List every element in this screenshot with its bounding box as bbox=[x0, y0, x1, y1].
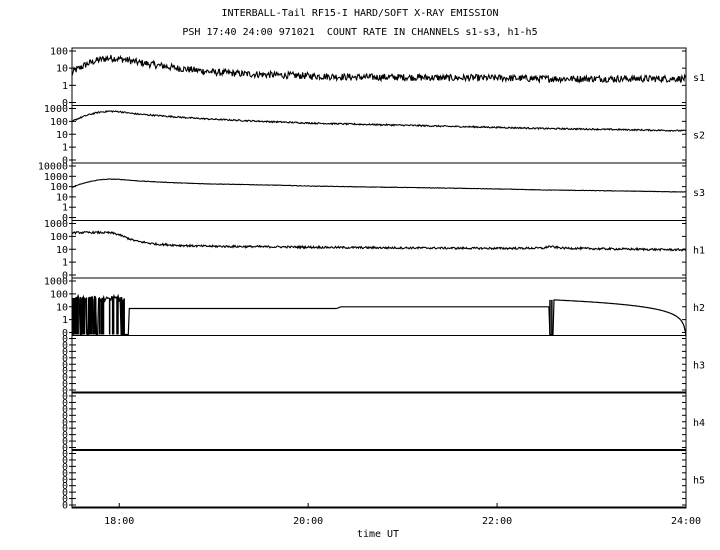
y-tick-label-h4: 0 bbox=[62, 437, 68, 448]
series-label-s3: s3 bbox=[693, 188, 705, 199]
x-axis-label: time UT bbox=[357, 529, 399, 540]
y-tick-label-h3: 0 bbox=[62, 353, 68, 364]
y-tick-label-h5: 0 bbox=[62, 481, 68, 492]
panel-frame-s2 bbox=[71, 105, 687, 164]
y-tick-label-h2: 100 bbox=[50, 289, 68, 300]
y-tick-label-h1: 0 bbox=[62, 271, 68, 282]
y-tick-label-s1: 10 bbox=[56, 64, 68, 75]
y-tick-label-h4: 0 bbox=[62, 424, 68, 435]
panels: 1001010s110001001010s21000010001001010s3… bbox=[38, 47, 705, 512]
y-tick-label-h4: 0 bbox=[62, 430, 68, 441]
series-line-h2 bbox=[72, 293, 687, 336]
y-tick-label-s3: 10000 bbox=[38, 162, 68, 173]
series-label-h2: h2 bbox=[693, 303, 705, 314]
series-line-s1 bbox=[71, 54, 687, 84]
y-tick-label-h5: 0 bbox=[62, 494, 68, 505]
y-tick-label-h5: 0 bbox=[62, 501, 68, 512]
x-tick-label: 22:00 bbox=[482, 516, 512, 527]
series-line-s2 bbox=[71, 109, 687, 133]
x-tick-label: 24:00 bbox=[671, 516, 701, 527]
y-tick-label-h4: 0 bbox=[62, 398, 68, 409]
y-tick-label-h5: 0 bbox=[62, 449, 68, 460]
y-tick-label-h3: 0 bbox=[62, 347, 68, 358]
y-tick-label-h2: 10 bbox=[56, 302, 68, 313]
y-tick-label-h1: 1000 bbox=[44, 219, 68, 230]
y-tick-label-h1: 10 bbox=[56, 245, 68, 256]
y-tick-label-s1: 100 bbox=[50, 47, 68, 58]
y-tick-label-s2: 0 bbox=[62, 156, 68, 167]
panel-frame-h5 bbox=[71, 450, 687, 509]
y-tick-label-h1: 100 bbox=[50, 232, 68, 243]
y-tick-label-s3: 100 bbox=[50, 182, 68, 193]
series-label-h5: h5 bbox=[693, 475, 705, 486]
y-tick-label-h3: 0 bbox=[62, 334, 68, 345]
y-tick-label-s3: 10 bbox=[56, 192, 68, 203]
y-tick-label-h1: 1 bbox=[62, 258, 68, 269]
y-tick-label-h2: 0 bbox=[62, 328, 68, 339]
y-tick-label-h3: 0 bbox=[62, 340, 68, 351]
y-tick-label-h4: 0 bbox=[62, 404, 68, 415]
series-line-h1 bbox=[71, 230, 687, 252]
y-tick-label-h4: 0 bbox=[62, 417, 68, 428]
series-label-h3: h3 bbox=[693, 360, 705, 371]
y-tick-label-h3: 0 bbox=[62, 386, 68, 397]
y-tick-label-s1: 0 bbox=[62, 98, 68, 109]
y-tick-label-h3: 0 bbox=[62, 379, 68, 390]
y-tick-label-h5: 0 bbox=[62, 468, 68, 479]
y-tick-label-h3: 0 bbox=[62, 373, 68, 384]
series-label-h4: h4 bbox=[693, 418, 705, 429]
x-tick-label: 18:00 bbox=[104, 516, 134, 527]
panel-frame-h4 bbox=[71, 392, 687, 451]
chart-title: INTERBALL-Tail RF15-I HARD/SOFT X-RAY EM… bbox=[221, 8, 499, 19]
chart-subtitle: PSH 17:40 24:00 971021 COUNT RATE IN CHA… bbox=[182, 27, 538, 38]
y-tick-label-h4: 0 bbox=[62, 411, 68, 422]
y-tick-label-s2: 100 bbox=[50, 117, 68, 128]
y-tick-label-h5: 0 bbox=[62, 475, 68, 486]
y-tick-label-s3: 1 bbox=[62, 203, 68, 214]
y-tick-label-s3: 1000 bbox=[44, 172, 68, 183]
y-tick-label-h5: 0 bbox=[62, 488, 68, 499]
y-tick-label-s1: 1 bbox=[62, 81, 68, 92]
y-tick-label-s3: 0 bbox=[62, 213, 68, 224]
series-line-s3 bbox=[71, 178, 686, 193]
y-tick-label-h3: 0 bbox=[62, 366, 68, 377]
y-tick-label-s2: 1 bbox=[62, 143, 68, 154]
y-tick-label-h2: 1000 bbox=[44, 277, 68, 288]
series-label-s1: s1 bbox=[693, 73, 705, 84]
y-tick-label-h4: 0 bbox=[62, 392, 68, 403]
y-tick-label-s2: 10 bbox=[56, 130, 68, 141]
y-tick-label-h2: 1 bbox=[62, 315, 68, 326]
y-tick-label-h5: 0 bbox=[62, 462, 68, 473]
x-tick-label: 20:00 bbox=[293, 516, 323, 527]
series-label-h1: h1 bbox=[693, 245, 705, 256]
y-tick-label-h4: 0 bbox=[62, 443, 68, 454]
panel-frame-s3 bbox=[71, 162, 687, 221]
series-label-s2: s2 bbox=[693, 130, 705, 141]
y-tick-label-s2: 1000 bbox=[44, 104, 68, 115]
time-axis: 18:00 20:00 22:00 24:00 bbox=[104, 503, 701, 527]
y-tick-label-h3: 0 bbox=[62, 360, 68, 371]
y-tick-label-h5: 0 bbox=[62, 455, 68, 466]
panel-frame-h3 bbox=[71, 335, 687, 394]
